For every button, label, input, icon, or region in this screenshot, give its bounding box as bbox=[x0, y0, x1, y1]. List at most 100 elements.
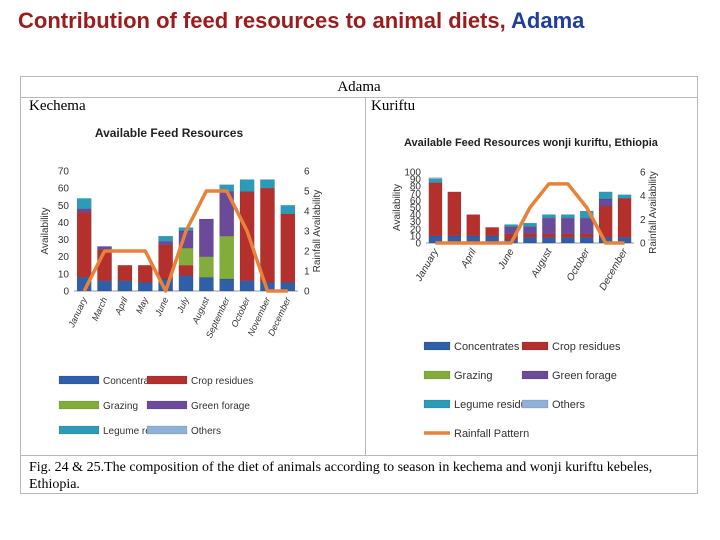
kuriftu-legend-label-rainfall-pattern: Rainfall Pattern bbox=[454, 428, 529, 440]
kechema-y2tick-label: 3 bbox=[304, 227, 310, 238]
kechema-xtick-label-june: June bbox=[153, 296, 171, 319]
kuriftu-bar-legume-residues-january bbox=[428, 178, 443, 183]
kuriftu-legend-swatch-legume-residues bbox=[423, 399, 451, 409]
kechema-legend-swatch-concentrates bbox=[58, 375, 100, 385]
kuriftu-ytick-label: 50 bbox=[410, 203, 422, 214]
kuriftu-ytick-label: 0 bbox=[415, 239, 421, 250]
kuriftu-ytick-label: 40 bbox=[410, 210, 422, 221]
kechema-bar-crop-residues-november bbox=[260, 187, 275, 283]
kuriftu-legend-label-crop-residues: Crop residues bbox=[552, 341, 621, 353]
kuriftu-chart-title: Available Feed Resources wonji kuriftu, … bbox=[404, 137, 659, 149]
kechema-bar-concentrates-august bbox=[198, 277, 214, 292]
kuriftu-bar-crop-residues-july bbox=[523, 233, 537, 238]
kechema-ytick-label: 40 bbox=[58, 218, 70, 229]
kuriftu-xtick-label-january: January bbox=[413, 246, 441, 284]
kechema-xtick-label-august: August bbox=[190, 295, 212, 326]
kuriftu-legend-label-grazing: Grazing bbox=[454, 370, 493, 382]
kuriftu-legend-swatch-others bbox=[521, 399, 549, 409]
kuriftu-ytick-label: 30 bbox=[410, 217, 422, 228]
kechema-ylabel: Availability bbox=[40, 207, 51, 254]
kuriftu-bar-legume-residues-november bbox=[598, 191, 613, 200]
figure-caption: Fig. 24 & 25.The composition of the diet… bbox=[29, 460, 653, 492]
kuriftu-bar-legume-residues-december bbox=[617, 194, 632, 199]
kuriftu-y2tick-label: 6 bbox=[640, 168, 646, 179]
kechema-bar-green-forage-june bbox=[158, 241, 174, 245]
kuriftu-xtick-label-june: June bbox=[496, 247, 517, 273]
figure-frame: Adama Kechema Kuriftu Fig. 24 & 25.The c… bbox=[20, 76, 698, 494]
kuriftu-bar-green-forage-august bbox=[542, 217, 556, 235]
kechema-legend-swatch-legume-residues bbox=[58, 425, 100, 435]
kuriftu-bar-concentrates-august bbox=[542, 237, 556, 244]
kechema-ytick-label: 70 bbox=[58, 167, 70, 178]
kechema-ytick-label: 60 bbox=[58, 184, 70, 195]
kechema-bar-legume-residues-november bbox=[260, 179, 275, 189]
kuriftu-legend-label-legume-residues: Legume residues bbox=[454, 399, 539, 411]
kechema-chart-svg: Available Feed Resources 0 10 20 30 40 50 60 70 0… bbox=[40, 126, 323, 462]
kechema-bar-concentrates-september bbox=[219, 278, 235, 292]
kechema-bar-crop-residues-may bbox=[137, 265, 153, 283]
kuriftu-bar-crop-residues-february bbox=[447, 191, 462, 237]
kuriftu-ytick-label: 20 bbox=[410, 224, 422, 235]
kuriftu-xtick-label-october: October bbox=[565, 246, 593, 283]
kuriftu-legend-swatch-green-forage bbox=[521, 370, 549, 380]
kuriftu-y2tick-label: 2 bbox=[640, 215, 646, 226]
kuriftu-y2tick-label: 4 bbox=[640, 191, 646, 202]
kechema-y2tick-label: 4 bbox=[304, 207, 310, 218]
kuriftu-bar-crop-residues-april bbox=[466, 214, 481, 237]
kechema-bar-concentrates-march bbox=[97, 280, 112, 292]
kechema-legend-swatch-crop-residues bbox=[146, 375, 188, 385]
kechema-y2tick-label: 1 bbox=[304, 267, 310, 278]
kuriftu-bar-green-forage-november bbox=[598, 198, 613, 207]
frame-header: Adama bbox=[337, 79, 381, 95]
kuriftu-bar-legume-residues-july bbox=[523, 222, 537, 227]
frame-divider bbox=[21, 97, 697, 98]
kuriftu-legend-label-others: Others bbox=[552, 399, 586, 411]
kechema-y2tick-label: 5 bbox=[304, 187, 310, 198]
kuriftu-bar-concentrates-october bbox=[579, 237, 594, 244]
kuriftu-ytick-label: 60 bbox=[410, 196, 422, 207]
kuriftu-ylabel: Availability bbox=[392, 184, 403, 231]
slide-title-main: Contribution of feed resources to animal… bbox=[18, 8, 506, 33]
kuriftu-bar-legume-residues-august bbox=[542, 214, 556, 219]
kechema-legend-label-concentrates: Concentrates bbox=[103, 376, 162, 387]
kuriftu-bar-crop-residues-august bbox=[542, 233, 556, 238]
frame-bottom-divider bbox=[21, 455, 697, 456]
kuriftu-bar-green-forage-october bbox=[579, 217, 594, 235]
kechema-ytick-label: 50 bbox=[58, 201, 70, 212]
kechema-bar-green-forage-january bbox=[76, 208, 92, 213]
kechema-chart-title: Available Feed Resources bbox=[95, 126, 244, 140]
kechema-xtick-label-april: April bbox=[113, 295, 131, 317]
kechema-bar-crop-residues-december bbox=[280, 213, 296, 283]
kechema-ytick-label: 20 bbox=[58, 252, 70, 263]
kechema-legend-label-crop-residues: Crop residues bbox=[191, 376, 253, 387]
kuriftu-legend-swatch-grazing bbox=[423, 370, 451, 380]
kechema-bar-crop-residues-april bbox=[117, 265, 133, 281]
kuriftu-legend-swatch-concentrates bbox=[423, 341, 451, 351]
kuriftu-bar-concentrates-september bbox=[560, 237, 575, 244]
kechema-y2label: Rainfall Availability bbox=[312, 190, 323, 273]
kechema-bar-legume-residues-october bbox=[239, 179, 255, 192]
panel-label-kuriftu: Kuriftu bbox=[371, 98, 416, 114]
kuriftu-bar-concentrates-july bbox=[523, 237, 537, 244]
panel-label-kechema: Kechema bbox=[29, 98, 86, 114]
kechema-bar-concentrates-july bbox=[178, 275, 194, 292]
kechema-xtick-label-march: March bbox=[90, 296, 110, 323]
kuriftu-rainfall-line bbox=[435, 182, 625, 245]
kechema-y2tick-label: 2 bbox=[304, 247, 310, 258]
kuriftu-legend-label-green-forage: Green forage bbox=[552, 370, 617, 382]
kechema-rainfall-line bbox=[82, 189, 288, 293]
kechema-xtick-label-july: July bbox=[175, 295, 191, 315]
kechema-bar-concentrates-october bbox=[239, 280, 255, 292]
kuriftu-ytick-label: 90 bbox=[410, 175, 422, 186]
kuriftu-legend-label-concentrates: Concentrates bbox=[454, 341, 520, 353]
kuriftu-bar-others-january bbox=[428, 177, 443, 180]
kechema-xtick-label-january: January bbox=[66, 295, 89, 330]
slide-title-place: Adama bbox=[511, 8, 585, 33]
kuriftu-xtick-label-april: April bbox=[459, 246, 479, 270]
kechema-bar-concentrates-may bbox=[137, 282, 153, 292]
kuriftu-bar-legume-residues-june bbox=[504, 224, 518, 227]
kechema-chart: Available Feed Resources 0 10 20 30 40 50 60 70 0… bbox=[26, 116, 336, 462]
kuriftu-chart: Available Feed Resources wonji kuriftu, … bbox=[368, 116, 694, 446]
kechema-legend-swatch-green-forage bbox=[146, 400, 188, 410]
kuriftu-bar-crop-residues-december bbox=[617, 198, 632, 238]
